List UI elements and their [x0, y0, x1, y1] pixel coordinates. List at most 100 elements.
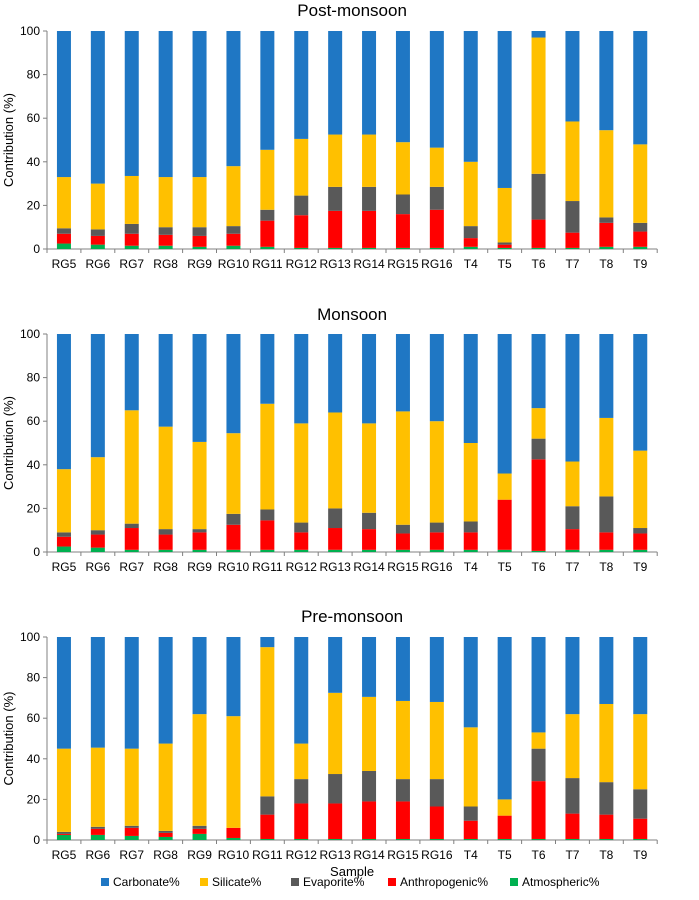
- bar-rg16-evaporite: [429, 522, 444, 533]
- bar-rg14-atmospheric: [362, 838, 377, 840]
- bar-rg13-silicate: [328, 412, 343, 509]
- bar-rg5-evaporite: [56, 532, 71, 537]
- bar-rg16-atmospheric: [429, 549, 444, 552]
- bar-rg13-anthropogenic: [328, 528, 343, 550]
- x-tick-label: RG15: [387, 257, 419, 271]
- y-tick-label: 40: [27, 155, 41, 169]
- bar-t5-silicate: [497, 187, 512, 243]
- bar-rg8-anthropogenic: [158, 534, 173, 550]
- bar-t7-atmospheric: [565, 247, 580, 249]
- bar-rg7-anthropogenic: [124, 233, 139, 246]
- bar-rg11-atmospheric: [260, 549, 275, 552]
- bar-rg16-silicate: [429, 421, 444, 523]
- y-tick-label: 0: [33, 545, 40, 559]
- bar-rg8-anthropogenic: [158, 234, 173, 246]
- bar-t9-anthropogenic: [633, 533, 648, 550]
- bar-rg7-carbonate: [124, 637, 139, 749]
- x-tick-label: T9: [633, 257, 647, 271]
- bar-t4-evaporite: [463, 806, 478, 821]
- bar-rg9-anthropogenic: [192, 532, 207, 550]
- bar-t6-silicate: [531, 732, 546, 749]
- bar-rg8-atmospheric: [158, 549, 173, 552]
- x-tick-label: RG11: [252, 560, 283, 574]
- bar-rg11-atmospheric: [260, 246, 275, 249]
- bar-t9-carbonate: [633, 31, 648, 145]
- chart-post-monsoon: Post-monsoon Contribution (%) 0 20 40 60 80 100…: [1, 1, 658, 271]
- bar-rg14-atmospheric: [362, 549, 377, 552]
- bar-t7-evaporite: [565, 201, 580, 233]
- bar-rg10-anthropogenic: [226, 827, 241, 838]
- bar-rg12-carbonate: [294, 334, 309, 424]
- bar-rg7-atmospheric: [124, 245, 139, 249]
- bar-rg8-atmospheric: [158, 245, 173, 249]
- bar-rg14-carbonate: [362, 334, 377, 424]
- x-tick-label: RG8: [153, 257, 178, 271]
- bar-rg6-atmospheric: [90, 244, 105, 249]
- bar-t6-anthropogenic: [531, 219, 546, 248]
- bar-rg13-anthropogenic: [328, 210, 343, 248]
- bar-rg12-anthropogenic: [294, 803, 309, 839]
- bar-rg8-atmospheric: [158, 836, 173, 840]
- x-tick-label: RG14: [353, 560, 385, 574]
- bar-rg14-silicate: [362, 423, 377, 513]
- legend-item-atmospheric: Atmospheric%: [510, 875, 600, 889]
- x-tick-label: T7: [565, 257, 579, 271]
- bar-t7-carbonate: [565, 334, 580, 462]
- bar-rg7-silicate: [124, 748, 139, 826]
- x-tick-label: RG7: [119, 560, 144, 574]
- bar-rg15-atmospheric: [395, 549, 410, 552]
- bar-rg15-atmospheric: [395, 247, 410, 249]
- bar-t4-atmospheric: [463, 246, 478, 249]
- chart-title: Pre-monsoon: [301, 607, 403, 626]
- bar-rg12-silicate: [294, 743, 309, 780]
- bar-rg5-evaporite: [56, 831, 71, 834]
- x-tick-label: T7: [565, 560, 579, 574]
- bar-t7-carbonate: [565, 637, 580, 715]
- x-tick-label: T9: [633, 848, 647, 862]
- bar-rg6-carbonate: [90, 637, 105, 748]
- bar-rg6-anthropogenic: [90, 534, 105, 548]
- bar-t8-atmospheric: [599, 549, 614, 552]
- bar-t9-atmospheric: [633, 246, 648, 249]
- bar-t8-anthropogenic: [599, 222, 614, 247]
- bar-rg11-silicate: [260, 647, 275, 797]
- bar-rg5-carbonate: [56, 334, 71, 470]
- bar-rg11-anthropogenic: [260, 814, 275, 839]
- bar-rg14-anthropogenic: [362, 210, 377, 248]
- x-tick-label: RG10: [218, 257, 250, 271]
- bar-rg13-evaporite: [328, 186, 343, 211]
- bar-rg8-silicate: [158, 426, 173, 530]
- y-tick-label: 20: [27, 792, 41, 806]
- bar-rg7-evaporite: [124, 223, 139, 234]
- legend-item-silicate: Silicate%: [200, 875, 262, 889]
- bar-rg13-evaporite: [328, 774, 343, 804]
- bar-rg12-atmospheric: [294, 247, 309, 249]
- bar-rg9-anthropogenic: [192, 235, 207, 247]
- bar-rg13-evaporite: [328, 508, 343, 529]
- bar-rg8-anthropogenic: [158, 832, 173, 837]
- chart-monsoon: Monsoon Contribution (%) 0 20 40 60 80 100 RG5 RG…: [1, 305, 658, 574]
- bar-rg6-silicate: [90, 747, 105, 827]
- bar-rg5-carbonate: [56, 31, 71, 178]
- bar-rg10-carbonate: [226, 637, 241, 717]
- x-tick-label: T8: [599, 257, 613, 271]
- bar-rg8-evaporite: [158, 529, 173, 535]
- bar-rg12-evaporite: [294, 195, 309, 216]
- bar-t6-carbonate: [531, 334, 546, 409]
- bar-rg15-anthropogenic: [395, 533, 410, 550]
- bar-t8-evaporite: [599, 496, 614, 533]
- bar-rg11-anthropogenic: [260, 520, 275, 550]
- bar-rg16-carbonate: [429, 334, 444, 422]
- bar-rg9-anthropogenic: [192, 828, 207, 834]
- bar-t5-anthropogenic: [497, 499, 512, 550]
- x-tick-label: T4: [464, 257, 478, 271]
- y-tick-label: 80: [27, 371, 41, 385]
- bar-t8-atmospheric: [599, 838, 614, 840]
- y-tick-label: 40: [27, 458, 41, 472]
- bar-rg16-evaporite: [429, 779, 444, 807]
- bar-t8-silicate: [599, 417, 614, 497]
- x-tick-label: RG13: [319, 257, 351, 271]
- bar-t8-anthropogenic: [599, 814, 614, 839]
- bar-t8-evaporite: [599, 217, 614, 223]
- bar-rg11-carbonate: [260, 334, 275, 404]
